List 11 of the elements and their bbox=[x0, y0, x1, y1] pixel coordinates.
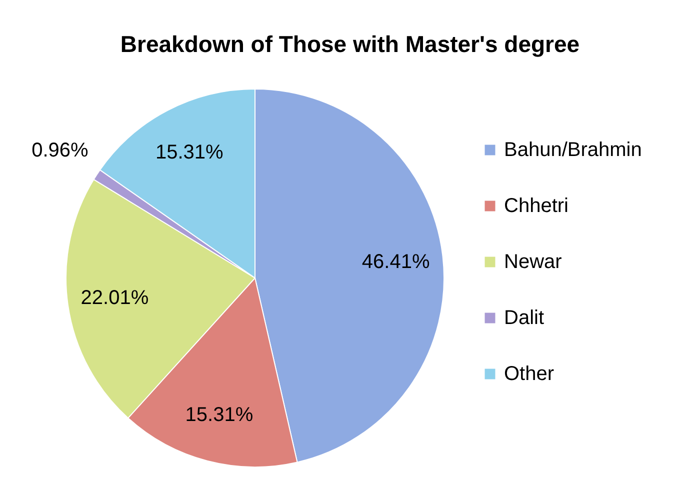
legend-label: Bahun/Brahmin bbox=[504, 139, 642, 161]
data-label: 15.31% bbox=[185, 404, 254, 426]
legend-label: Newar bbox=[504, 251, 562, 273]
data-label: 15.31% bbox=[156, 141, 224, 164]
legend-label: Dalit bbox=[504, 307, 544, 329]
data-label: 22.01% bbox=[80, 287, 149, 310]
chart-title: Breakdown of Those with Master's degree bbox=[120, 31, 580, 57]
data-label: 0.96% bbox=[32, 140, 88, 162]
data-label: 46.41% bbox=[362, 251, 430, 274]
legend-label: Chhetri bbox=[504, 195, 568, 217]
legend-label: Other bbox=[504, 363, 554, 385]
